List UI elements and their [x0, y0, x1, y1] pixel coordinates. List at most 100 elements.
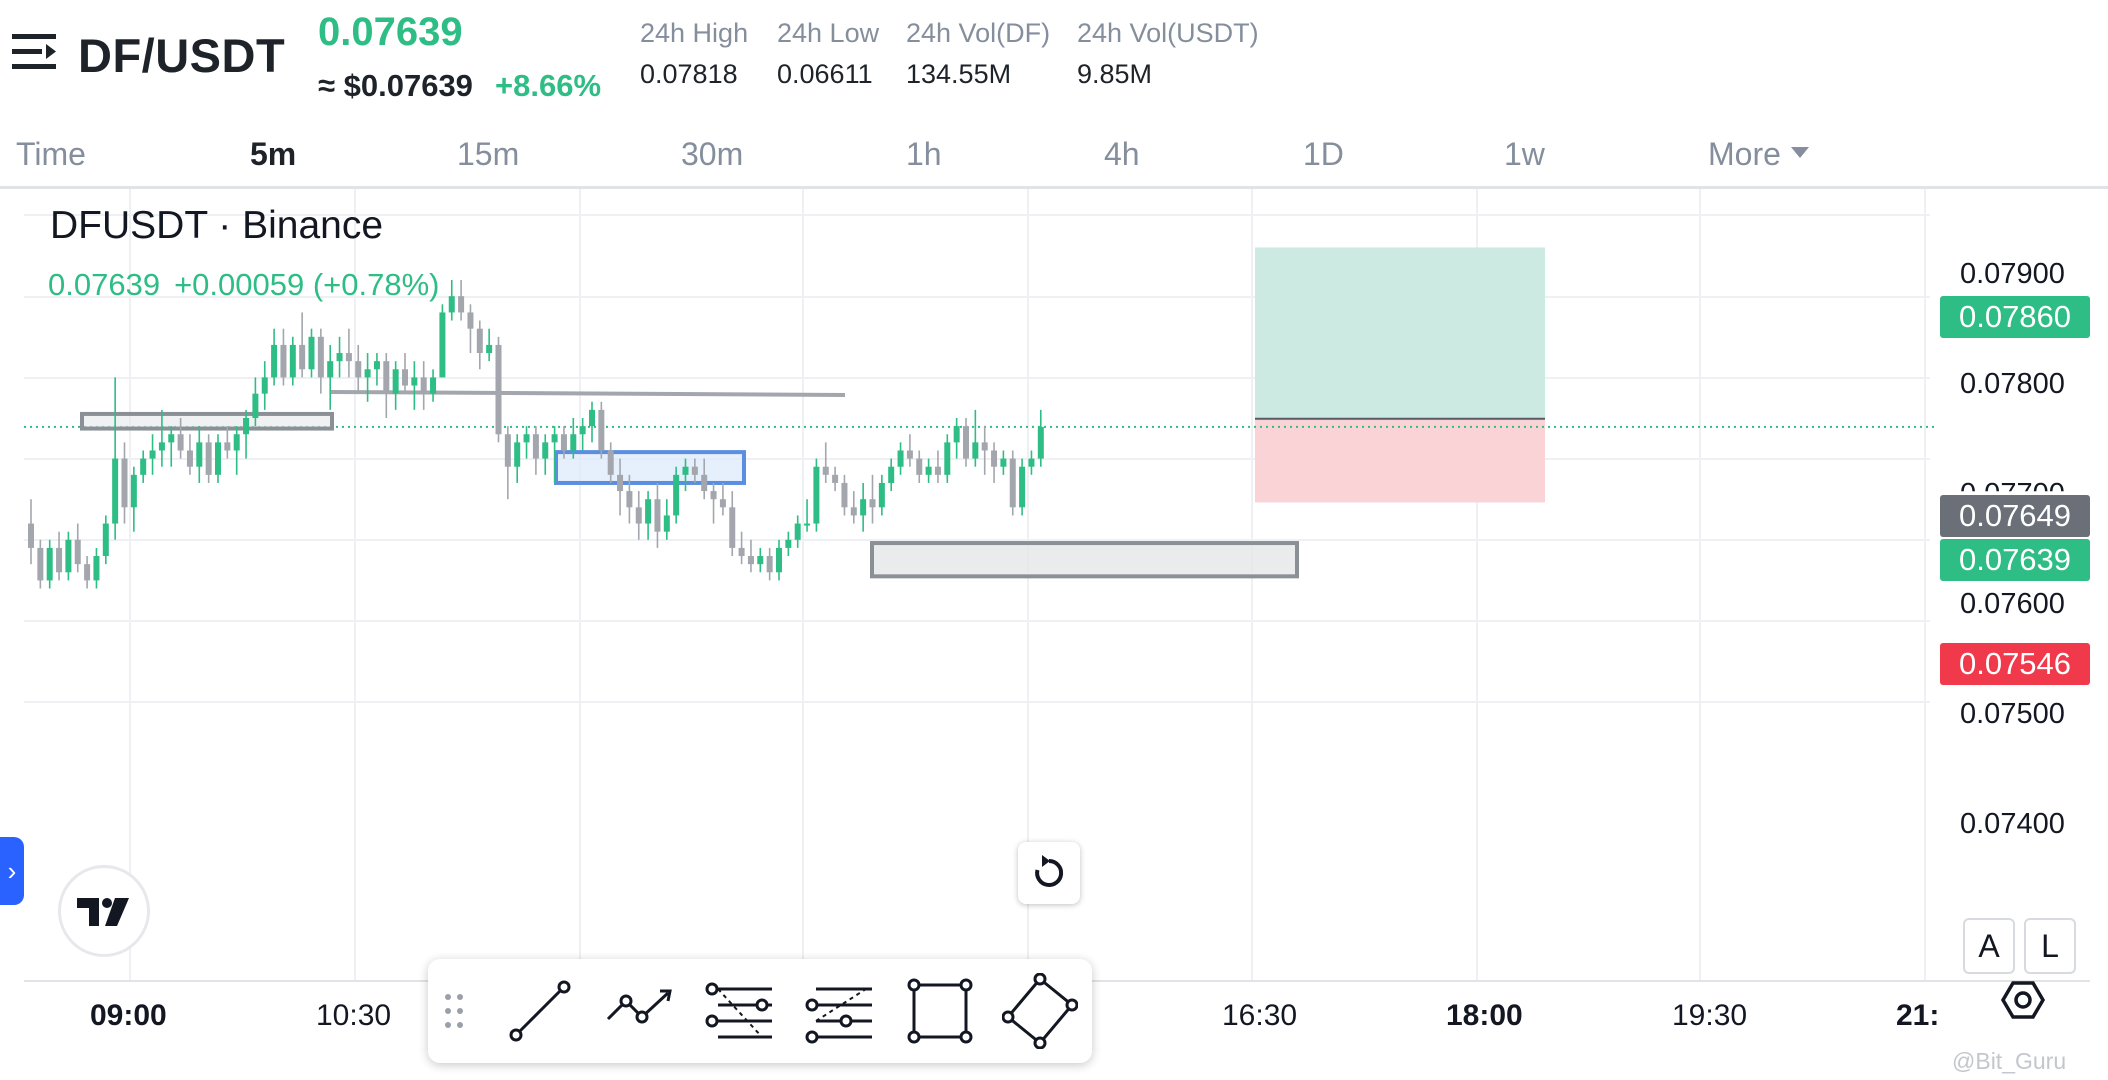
tab-time[interactable]: Time: [16, 136, 86, 172]
legend-values: 0.07639 +0.00059 (+0.78%): [48, 267, 454, 303]
trend-line-icon[interactable]: [502, 973, 578, 1049]
candle-body: [467, 312, 474, 329]
candle-body: [953, 426, 960, 443]
candle-body: [869, 499, 876, 508]
y-axis-label: 0.07900: [1960, 258, 2065, 290]
candle-body: [963, 426, 969, 459]
current-price-tag: 0.07639: [1940, 539, 2090, 581]
candle-body: [832, 474, 839, 483]
candle-body: [74, 539, 81, 565]
candle-body: [981, 442, 988, 451]
candle-body: [46, 547, 53, 581]
tab-1d[interactable]: 1D: [1303, 136, 1344, 172]
legend-change: +0.00059 (+0.78%): [174, 267, 440, 302]
candle-body: [495, 344, 502, 435]
candle-body: [149, 450, 156, 459]
candle-body: [205, 442, 212, 475]
tab-1h[interactable]: 1h: [906, 136, 942, 172]
price-chart[interactable]: [0, 189, 2108, 1080]
tab-1w[interactable]: 1w: [1504, 136, 1545, 172]
tab-4h[interactable]: 4h: [1104, 136, 1140, 172]
candle-body: [551, 434, 558, 443]
candle-body: [121, 458, 128, 508]
candle-body: [392, 369, 399, 394]
tradingview-logo-icon: [77, 898, 129, 926]
candle-body: [504, 434, 511, 467]
stop-zone: [1255, 418, 1545, 503]
pair-title[interactable]: DF/USDT: [78, 29, 286, 82]
candle-body: [532, 434, 539, 459]
candle-body: [560, 434, 567, 451]
candle-body: [243, 418, 250, 435]
market-header: DF/USDT 0.07639 ≈ $0.07639 +8.66% 24h Hi…: [0, 0, 2108, 128]
candle-body: [308, 336, 315, 370]
candle-body: [336, 353, 343, 362]
x-axis-label: 09:00: [90, 999, 167, 1032]
symbol-title: DFUSDT · Binance: [50, 204, 384, 247]
tab-15m[interactable]: 15m: [457, 136, 520, 172]
resistance-line: [329, 390, 846, 397]
menu-icon[interactable]: [12, 30, 58, 74]
rotated-rectangle-icon[interactable]: [1002, 973, 1078, 1049]
candle-body: [682, 466, 689, 475]
x-axis-label: 21:: [1896, 999, 1940, 1032]
stat-value: 0.07818: [640, 59, 738, 89]
candle-body: [56, 547, 63, 573]
fib-retracement-icon[interactable]: [702, 973, 778, 1049]
candle-body: [430, 377, 437, 394]
settings-icon[interactable]: [2000, 977, 2046, 1023]
candle-body: [364, 369, 371, 378]
candle-body: [841, 482, 848, 508]
drag-handle-icon[interactable]: [442, 991, 466, 1031]
candle-body: [233, 434, 240, 451]
auto-scale-button[interactable]: A: [1963, 918, 2015, 974]
stat-24h-low: 24h Low 0.06611: [777, 18, 879, 90]
candle-body: [355, 361, 362, 378]
candle-body: [776, 547, 782, 573]
candle-body: [1009, 458, 1016, 508]
candle-body: [673, 474, 680, 516]
candle-body: [1028, 458, 1035, 467]
candle-body: [186, 450, 193, 467]
stat-label: 24h High: [640, 18, 749, 48]
candle-body: [654, 499, 661, 532]
candle-body: [991, 450, 998, 467]
tab-5m[interactable]: 5m: [250, 136, 297, 172]
candle-body: [570, 434, 577, 451]
tradingview-logo[interactable]: [58, 865, 150, 957]
candle-body: [719, 499, 726, 508]
candle-body: [196, 442, 203, 467]
candle-body: [317, 336, 324, 378]
candle-body: [439, 312, 446, 378]
candle-body: [486, 344, 493, 354]
candle-body: [794, 523, 801, 540]
reset-chart-button[interactable]: [1018, 842, 1080, 904]
y-axis-label: 0.07500: [1960, 698, 2065, 730]
candle-body: [1037, 426, 1044, 459]
legend-price: 0.07639: [48, 267, 161, 302]
tab-30m[interactable]: 30m: [681, 136, 744, 172]
x-axis-label: 19:30: [1672, 999, 1748, 1032]
stat-24h-vol-df: 24h Vol(DF) 134.55M: [906, 18, 1050, 90]
candle-body: [448, 296, 455, 313]
rectangle-icon[interactable]: [902, 973, 978, 1049]
path-icon[interactable]: [602, 973, 678, 1049]
target-price-tag: 0.07860: [1940, 296, 2090, 338]
candle-body: [476, 328, 483, 354]
tab-more[interactable]: More: [1708, 136, 1809, 173]
candle-body: [663, 515, 670, 532]
log-scale-button[interactable]: L: [2024, 918, 2076, 974]
change-percent: +8.66%: [495, 68, 602, 103]
fib-extension-icon[interactable]: [802, 973, 878, 1049]
candle-body: [897, 450, 904, 467]
y-axis-label: 0.07700: [1960, 478, 2065, 510]
x-axis-label: 18:00: [1446, 999, 1523, 1032]
drawing-toolbar: [428, 959, 1092, 1063]
side-panel-toggle[interactable]: ›: [0, 837, 24, 905]
stat-24h-vol-usdt: 24h Vol(USDT) 9.85M: [1077, 18, 1259, 90]
candle-body: [299, 344, 306, 370]
chart-area[interactable]: DFUSDT · Binance 0.07639 +0.00059 (+0.78%…: [0, 189, 2108, 1080]
y-axis-label: 0.07600: [1960, 588, 2065, 620]
caret-down-icon: [1790, 147, 1809, 159]
candle-body: [878, 482, 885, 508]
